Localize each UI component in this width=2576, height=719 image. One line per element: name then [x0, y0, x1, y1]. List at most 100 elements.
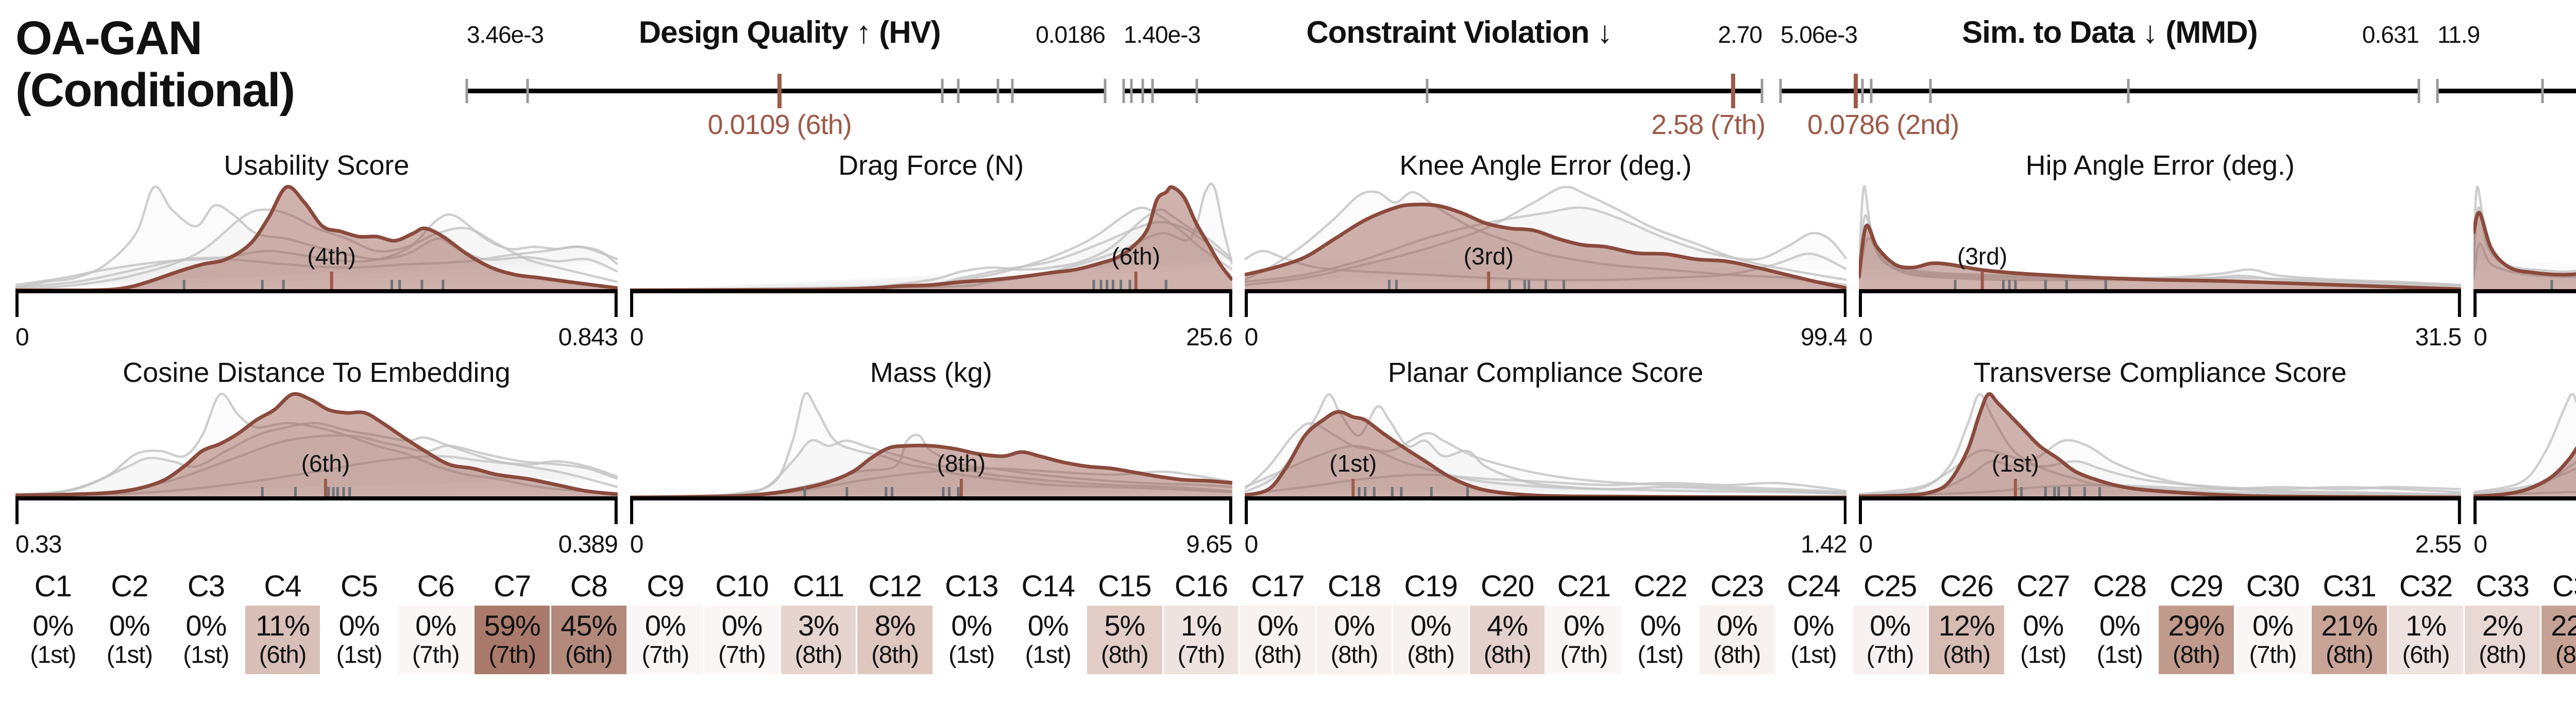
- kde-background-curve: [1244, 190, 1847, 287]
- kde-x-axis: [630, 289, 1232, 293]
- ruler-title: Design Quality ↑ (HV): [638, 15, 941, 49]
- constraint-violation-pct: 5%: [1104, 609, 1145, 642]
- ruler-diversity-dpp: 11.9Diversity ↓ (DPP)15.0 14.0 (6th): [2436, 12, 2576, 142]
- kde-plot-arm-angle-error-deg: Arm Angle Error (deg.) (4th) 028.5: [2473, 149, 2576, 351]
- constraint-violation-pct: 3%: [798, 609, 839, 642]
- ruler-min-value: 3.46e-3: [467, 21, 544, 48]
- constraint-violation-pct: 0%: [338, 609, 380, 642]
- constraint-value-cell: 3% (8th): [781, 606, 856, 675]
- constraint-rank: (8th): [1943, 640, 1991, 668]
- constraint-rank: (8th): [1254, 640, 1302, 668]
- constraint-header: C2: [111, 570, 148, 603]
- kde-axis-min-label: 0: [630, 324, 644, 351]
- kde-main-curve: [1859, 223, 2462, 291]
- kde-plot-title: Cosine Distance To Embedding: [123, 357, 511, 388]
- current-model-tick: [777, 74, 782, 108]
- constraint-rank: (7th): [1177, 640, 1226, 668]
- constraint-header: C11: [792, 570, 844, 603]
- constraint-column-C30: C30 0% (7th): [2235, 570, 2311, 675]
- kde-plot-canvas: (6th): [15, 392, 618, 524]
- ruler-max-value: 2.70: [1718, 21, 1762, 48]
- model-title: OA-GAN (Conditional): [15, 12, 448, 116]
- ruler-design-quality-hv: 3.46e-3 Design Quality ↑ (HV) 0.0186 0.0109…: [465, 12, 1107, 142]
- constraint-rank: (8th): [2326, 640, 2374, 668]
- kde-axis-max-label: 1.42: [1800, 531, 1847, 558]
- constraint-column-C33: C33 2% (8th): [2465, 570, 2540, 675]
- constraint-header: C1: [34, 570, 72, 603]
- kde-background-curve: [630, 439, 1232, 499]
- constraint-header: C15: [1098, 570, 1151, 603]
- kde-rank-label: (8th): [937, 450, 986, 477]
- constraint-header: C17: [1251, 570, 1304, 603]
- constraint-violation-pct: 1%: [1180, 609, 1222, 642]
- kde-main-fill: [1244, 411, 1847, 498]
- constraint-column-C2: C2 0% (1st): [92, 570, 167, 675]
- constraint-rank: (1st): [1637, 640, 1684, 668]
- constraint-violation-pct: 59%: [484, 609, 541, 642]
- constraint-value-cell: 0% (1st): [2082, 606, 2158, 675]
- constraint-value-cell: 1% (7th): [1163, 606, 1239, 675]
- kde-axis-max-label: 99.4: [1800, 324, 1847, 351]
- kde-axis-labels: 0 9.65: [630, 530, 1233, 558]
- ruler-constraint-violation: 1.40e-3 Constraint Violation ↓ 2.70 2.58 (7…: [1122, 12, 1766, 142]
- constraint-value-cell: 21% (8th): [2312, 606, 2387, 675]
- ruler-value-row: 2.58 (7th): [1124, 109, 1766, 142]
- kde-background-curve: [15, 208, 618, 291]
- kde-axis-min-label: 0.33: [15, 531, 62, 558]
- kde-rank-label: (3rd): [1957, 243, 2007, 270]
- kde-x-axis: [1244, 289, 1847, 293]
- kde-axis-max-label: 9.65: [1186, 531, 1232, 558]
- kde-background-curve: [2473, 206, 2576, 276]
- other-model-tick: [1861, 79, 1864, 103]
- constraint-column-C32: C32 1% (6th): [2388, 570, 2464, 675]
- other-model-tick: [941, 79, 944, 103]
- kde-x-axis: [1859, 496, 2462, 500]
- kde-axis-labels: 0 0.843: [15, 323, 618, 351]
- model-title-line1: OA-GAN: [15, 12, 202, 64]
- kde-plot-title: Drag Force (N): [838, 150, 1024, 181]
- kde-row-1: Usability Score (4th) 0 0.843 Drag Force (N)…: [0, 149, 2576, 351]
- kde-main-curve: [630, 185, 1232, 292]
- constraint-value-cell: 2% (8th): [2465, 606, 2540, 675]
- constraint-rank: (1st): [183, 640, 229, 668]
- kde-plot-title: Knee Angle Error (deg.): [1399, 150, 1692, 181]
- constraint-violation-pct: 21%: [2321, 609, 2378, 642]
- kde-axis-labels: 0 1.42: [1245, 530, 1848, 558]
- constraint-rank: (7th): [2249, 640, 2297, 668]
- constraint-header: C30: [2246, 570, 2300, 603]
- constraint-header: C8: [570, 570, 608, 603]
- ruler-header: 3.46e-3 Design Quality ↑ (HV) 0.0186: [467, 14, 1106, 66]
- kde-plot-canvas: (4th): [2473, 186, 2576, 317]
- constraint-column-C29: C29 29% (8th): [2159, 570, 2234, 675]
- kde-plot-mass-kg: Mass (kg) (8th) 0 9.65: [630, 356, 1233, 558]
- constraint-column-C19: C19 0% (8th): [1393, 570, 1468, 675]
- kde-axis-labels: 0 99.4: [1245, 323, 1848, 351]
- constraint-violation-pct: 0%: [1410, 609, 1452, 642]
- other-model-tick: [1104, 79, 1107, 103]
- constraint-column-C23: C23 0% (8th): [1699, 570, 1775, 675]
- constraint-violation-pct: 45%: [561, 609, 617, 642]
- constraint-header: C24: [1787, 570, 1840, 603]
- kde-plot-knee-angle-error-deg: Knee Angle Error (deg.) (3rd) 0 99.4: [1244, 149, 1848, 351]
- model-title-line2: (Conditional): [15, 64, 295, 117]
- constraint-header: C25: [1863, 570, 1917, 603]
- constraint-column-C1: C1 0% (1st): [15, 570, 91, 675]
- constraint-violation-pct: 0%: [1640, 609, 1681, 642]
- other-model-tick: [2436, 79, 2439, 103]
- constraint-value-cell: 0% (1st): [92, 606, 167, 675]
- constraint-value-cell: 0% (1st): [321, 606, 397, 675]
- constraint-violation-pct: 0%: [2099, 609, 2141, 642]
- constraint-violation-pct: 1%: [2405, 609, 2447, 642]
- constraint-rank: (1st): [948, 640, 995, 668]
- ruler-axis-line: [1779, 74, 2420, 108]
- kde-background-curve: [1244, 393, 1847, 495]
- constraint-column-C9: C9 0% (7th): [628, 570, 703, 675]
- kde-background-curve: [1244, 432, 1847, 494]
- ruler-highlighted-value: 2.58 (7th): [1651, 109, 1766, 140]
- kde-rank-label: (1st): [1329, 450, 1377, 477]
- constraint-column-C4: C4 11% (6th): [245, 570, 320, 675]
- kde-background-curve: [15, 393, 618, 496]
- kde-background-curve: [2473, 467, 2576, 495]
- constraint-rank: (7th): [1560, 640, 1608, 668]
- constraint-rank: (8th): [2173, 640, 2221, 668]
